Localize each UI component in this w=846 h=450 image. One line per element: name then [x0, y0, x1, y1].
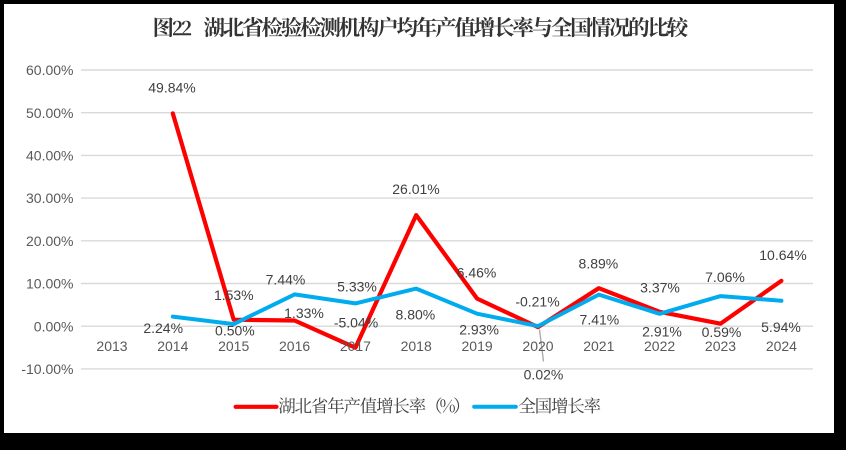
svg-text:2021: 2021 [583, 338, 614, 354]
svg-text:5.33%: 5.33% [337, 279, 377, 295]
svg-text:1.33%: 1.33% [284, 305, 324, 321]
svg-text:3.37%: 3.37% [640, 280, 680, 296]
svg-text:0.02%: 0.02% [524, 367, 564, 383]
svg-text:2015: 2015 [218, 338, 249, 354]
svg-text:2017: 2017 [340, 338, 371, 354]
svg-text:2013: 2013 [96, 338, 127, 354]
svg-text:49.84%: 49.84% [148, 79, 195, 95]
svg-text:60.00%: 60.00% [26, 62, 73, 78]
svg-text:0.59%: 0.59% [702, 324, 742, 340]
svg-text:2022: 2022 [644, 338, 675, 354]
svg-text:-10.00%: -10.00% [21, 361, 73, 377]
svg-text:2023: 2023 [705, 338, 736, 354]
svg-text:2.24%: 2.24% [143, 320, 183, 336]
svg-text:2020: 2020 [522, 338, 553, 354]
svg-text:2.91%: 2.91% [642, 323, 682, 339]
svg-text:2024: 2024 [766, 338, 797, 354]
svg-text:-0.21%: -0.21% [515, 294, 559, 310]
svg-text:30.00%: 30.00% [26, 190, 73, 206]
svg-text:-5.04%: -5.04% [334, 315, 378, 331]
svg-text:2019: 2019 [462, 338, 493, 354]
svg-text:10.00%: 10.00% [26, 276, 73, 292]
svg-text:0.00%: 0.00% [34, 318, 74, 334]
svg-text:2016: 2016 [279, 338, 310, 354]
svg-text:26.01%: 26.01% [392, 181, 439, 197]
svg-text:5.94%: 5.94% [761, 319, 801, 335]
svg-text:7.41%: 7.41% [580, 312, 620, 328]
svg-text:8.89%: 8.89% [579, 256, 619, 272]
svg-text:8.80%: 8.80% [396, 307, 436, 323]
svg-text:50.00%: 50.00% [26, 105, 73, 121]
svg-text:0.50%: 0.50% [215, 322, 255, 338]
svg-text:2.93%: 2.93% [459, 322, 499, 338]
svg-text:10.64%: 10.64% [759, 247, 806, 263]
svg-text:6.46%: 6.46% [457, 264, 497, 280]
svg-text:20.00%: 20.00% [26, 233, 73, 249]
svg-text:7.44%: 7.44% [266, 271, 306, 287]
svg-text:7.06%: 7.06% [705, 269, 745, 285]
svg-text:2014: 2014 [157, 338, 188, 354]
svg-text:40.00%: 40.00% [26, 148, 73, 164]
svg-text:2018: 2018 [401, 338, 432, 354]
svg-text:1.53%: 1.53% [214, 287, 254, 303]
